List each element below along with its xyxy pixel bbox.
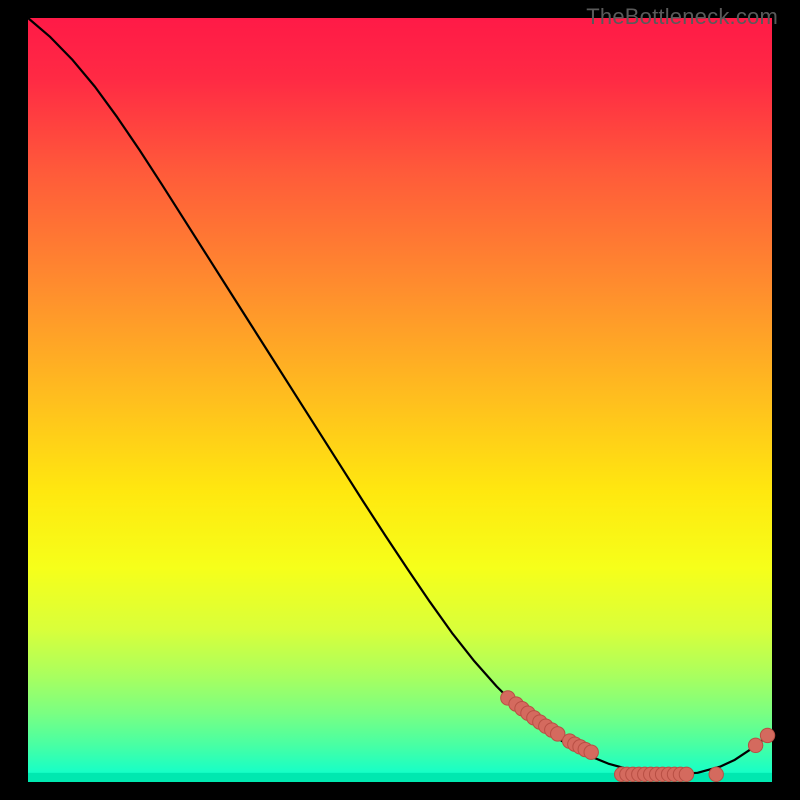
- data-dot: [760, 728, 774, 742]
- stage: TheBottleneck.com: [0, 0, 800, 800]
- data-dot: [709, 767, 723, 781]
- plot-gradient-fill: [28, 18, 772, 782]
- data-dot: [748, 738, 762, 752]
- data-dot: [584, 745, 598, 759]
- plot-area: [28, 18, 775, 782]
- watermark: TheBottleneck.com: [586, 4, 778, 30]
- chart-svg: [0, 0, 800, 800]
- data-dot: [679, 767, 693, 781]
